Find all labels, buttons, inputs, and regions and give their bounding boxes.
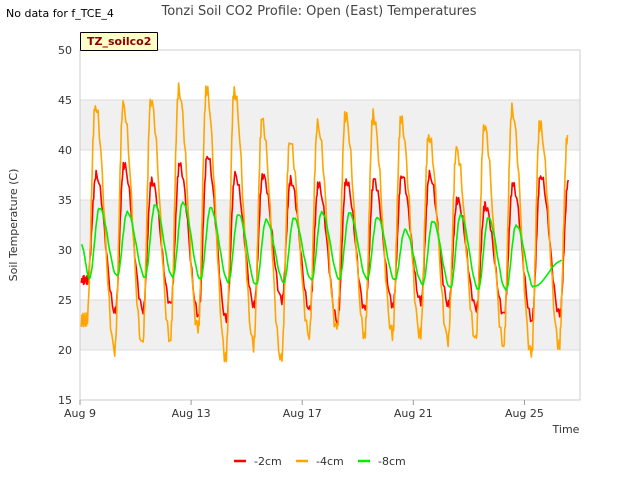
x-tick-label: Aug 17 xyxy=(283,407,322,420)
x-tick-label: Aug 9 xyxy=(64,407,96,420)
series-line-minus-2cm xyxy=(80,155,570,325)
plot-border xyxy=(79,49,581,401)
grid-band xyxy=(80,300,580,350)
legend-label: -4cm xyxy=(316,455,344,468)
y-tick-label: 30 xyxy=(58,244,72,257)
x-tick-label: Aug 25 xyxy=(505,407,544,420)
series-line-minus-8cm xyxy=(80,201,563,292)
y-tick-label: 25 xyxy=(58,294,72,307)
chart-title: Tonzi Soil CO2 Profile: Open (East) Temp… xyxy=(160,4,476,19)
y-tick-label: 15 xyxy=(58,394,72,407)
legend-label: -8cm xyxy=(378,455,406,468)
series-line-minus-4cm xyxy=(80,82,569,363)
x-tick-label: Aug 13 xyxy=(172,407,211,420)
y-tick-label: 35 xyxy=(58,194,72,207)
y-tick-label: 40 xyxy=(58,144,72,157)
site-badge: TZ_soilco2 xyxy=(80,32,159,51)
no-data-note: No data for f_TCE_4 xyxy=(6,7,114,20)
y-tick-label: 50 xyxy=(58,44,72,57)
y-axis-label: Soil Temperature (C) xyxy=(7,169,20,282)
legend-label: -2cm xyxy=(254,455,282,468)
y-tick-label: 45 xyxy=(58,94,72,107)
x-tick-label: Aug 21 xyxy=(394,407,433,420)
x-axis-label: Time xyxy=(552,423,580,436)
grid-band xyxy=(80,100,580,150)
y-tick-label: 20 xyxy=(58,344,72,357)
